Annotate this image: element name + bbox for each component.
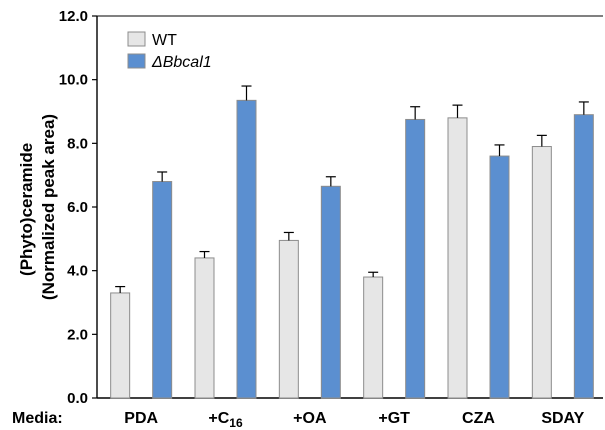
bar-mutant — [236, 99, 257, 399]
x-tick-label-main: PDA — [124, 410, 158, 427]
legend-swatch-wt — [127, 31, 146, 47]
x-tick-label: CZA — [462, 410, 495, 427]
x-tick-label: +C16 — [208, 410, 243, 430]
bar-wt — [363, 276, 384, 399]
x-tick-label-main: +OA — [293, 410, 327, 427]
y-tick-label: 8.0 — [67, 135, 88, 152]
bar-wt — [447, 117, 468, 399]
y-axis-label-line-2: (Normalized peak area) — [39, 114, 58, 300]
y-tick-label: 6.0 — [67, 199, 88, 216]
bar-wt — [278, 239, 299, 399]
y-tick-label: 10.0 — [59, 72, 88, 89]
bar-wt — [531, 146, 552, 399]
bar-mutant — [152, 181, 173, 399]
x-tick-label: SDAY — [541, 410, 584, 427]
x-tick-label-main: +GT — [378, 410, 410, 427]
y-axis-label-line-1: (Phyto)ceramide — [17, 143, 36, 276]
legend-swatch-mutant — [127, 53, 146, 69]
y-ticks: 0.0 2.0 4.0 6.0 8.0 10.0 12.0 — [59, 8, 97, 407]
bar-wt — [110, 292, 131, 399]
x-tick-label: PDA — [124, 410, 158, 427]
bar-mutant — [489, 155, 510, 399]
bar-wt — [194, 257, 215, 399]
axes — [96, 15, 603, 399]
y-tick-label: 0.0 — [67, 390, 88, 407]
legend-label-wt: WT — [152, 32, 177, 49]
x-tick-label-main: +C — [208, 410, 229, 427]
y-tick-label: 2.0 — [67, 326, 88, 343]
y-axis-label: (Phyto)ceramide (Normalized peak area) — [17, 114, 58, 300]
y-tick-label: 12.0 — [59, 8, 88, 25]
x-tick-labels: PDA +C16 +OA +GT CZA SDAY — [124, 410, 584, 430]
legend: WT ΔBbcal1 — [127, 31, 212, 71]
bars — [110, 85, 594, 399]
y-tick-label: 4.0 — [67, 263, 88, 280]
legend-label-mutant: ΔBbcal1 — [151, 54, 212, 71]
x-tick-label-main: SDAY — [541, 410, 584, 427]
x-tick-label: +GT — [378, 410, 410, 427]
x-tick-label: +OA — [293, 410, 327, 427]
x-tick-label-main: CZA — [462, 410, 495, 427]
x-tick-label-subscript: 16 — [229, 416, 243, 430]
bar-mutant — [405, 118, 426, 399]
x-axis-label: Media: — [12, 410, 63, 427]
bar-mutant — [573, 114, 594, 399]
bar-mutant — [320, 185, 341, 399]
